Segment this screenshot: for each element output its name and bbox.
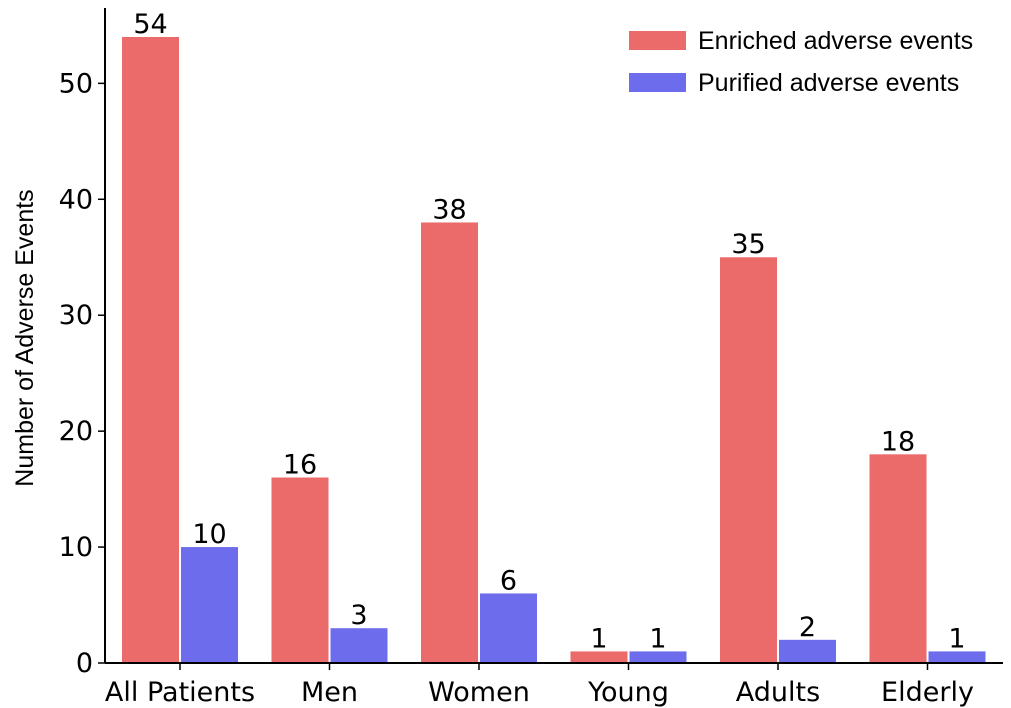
y-tick-label: 30 <box>59 300 93 331</box>
bar-enriched-adults <box>720 257 777 663</box>
bar-enriched-elderly <box>869 454 927 663</box>
legend-label-purified: Purified adverse events <box>698 69 959 97</box>
data-label-purified-women: 6 <box>500 565 517 596</box>
data-labels-group: 54 10 16 3 38 6 1 1 35 2 18 1 <box>133 9 965 654</box>
x-tick-label: Adults <box>736 677 820 708</box>
x-tick-label: Elderly <box>881 677 974 708</box>
x-tick-label: Women <box>428 677 530 708</box>
y-tick-label: 0 <box>76 648 93 679</box>
x-tick-label: Men <box>301 677 358 708</box>
x-tick-label: All Patients <box>105 677 255 708</box>
legend-swatch-purified <box>629 73 686 92</box>
data-label-enriched-young: 1 <box>590 623 607 654</box>
bar-purified-all-patients <box>181 547 238 663</box>
data-label-enriched-men: 16 <box>283 450 317 481</box>
bar-purified-men <box>330 628 388 663</box>
y-tick-label: 20 <box>59 416 93 447</box>
data-label-purified-elderly: 1 <box>948 623 965 654</box>
data-label-purified-all-patients: 10 <box>192 519 226 550</box>
legend: Enriched adverse events Purified adverse … <box>629 27 973 97</box>
x-axis: All Patients Men Women Young Adults Elderly <box>105 662 1003 708</box>
y-axis-label: Number of Adverse Events <box>11 189 39 486</box>
data-label-enriched-adults: 35 <box>731 229 765 260</box>
bar-enriched-women <box>421 222 478 663</box>
y-tick-label: 10 <box>59 532 93 563</box>
bar-purified-elderly <box>928 651 986 663</box>
data-label-purified-men: 3 <box>350 600 367 631</box>
data-label-purified-young: 1 <box>649 623 666 654</box>
bar-enriched-young <box>570 651 628 663</box>
bar-enriched-all-patients <box>122 36 179 663</box>
bar-purified-young <box>629 651 687 663</box>
bar-purified-adults <box>779 639 836 663</box>
bars-group <box>122 36 986 663</box>
bar-purified-women <box>480 593 537 663</box>
bar-enriched-men <box>271 477 329 663</box>
legend-label-enriched: Enriched adverse events <box>698 27 973 55</box>
y-axis: 0 10 20 30 40 50 <box>59 8 106 679</box>
y-tick-label: 50 <box>59 68 93 99</box>
data-label-enriched-elderly: 18 <box>881 426 915 457</box>
x-tick-label: Young <box>587 677 669 708</box>
legend-swatch-enriched <box>629 31 686 50</box>
y-tick-label: 40 <box>59 184 93 215</box>
data-label-enriched-women: 38 <box>432 194 466 225</box>
data-label-enriched-all-patients: 54 <box>133 9 167 40</box>
data-label-purified-adults: 2 <box>799 612 816 643</box>
